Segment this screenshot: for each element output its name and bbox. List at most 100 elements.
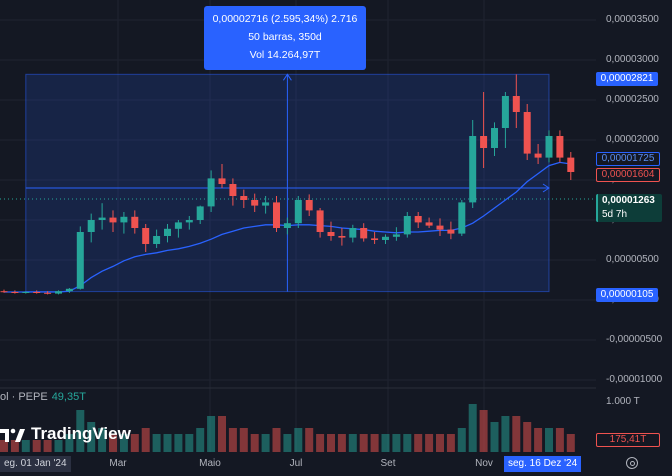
candle-body (349, 228, 357, 238)
volume-bar (87, 422, 96, 452)
tradingview-logo-text: TradingView (31, 424, 131, 443)
candle-body (164, 228, 171, 236)
candle-body (294, 200, 302, 224)
candle-body (403, 216, 411, 235)
volume-bar (152, 434, 161, 452)
volume-bar (43, 440, 52, 452)
candle-body (316, 210, 324, 232)
candle-body (523, 112, 531, 154)
candle-body (98, 217, 106, 220)
settings-icon[interactable] (626, 457, 638, 469)
volume-bar (228, 428, 237, 452)
candle-body (501, 96, 509, 128)
volume-bar (10, 440, 19, 452)
measure-arrow-up (282, 73, 292, 81)
volume-bar (0, 440, 8, 452)
volume-bar (468, 404, 477, 452)
volume-bar (479, 410, 488, 452)
candlestick-series (0, 74, 575, 295)
ma-price-tag: 0,00001725 (596, 152, 660, 166)
volume-bar (370, 434, 379, 452)
tradingview-logo-icon (0, 425, 26, 443)
volume-bar (163, 434, 172, 452)
candle-body (251, 200, 259, 206)
candle-body (458, 202, 466, 234)
candle-body (196, 206, 204, 220)
measure-arrow-right (542, 183, 550, 193)
candle-body (131, 216, 139, 228)
low-price-tag: 0,00000105 (596, 288, 658, 302)
candle-body (120, 216, 128, 223)
volume-bar (534, 428, 543, 452)
time-axis-tick: Mar (109, 458, 127, 469)
time-axis-tick: Jul (289, 458, 303, 469)
candle-body (491, 128, 498, 148)
price-axis-tick: 0,00000500 (606, 254, 659, 265)
time-axis-start-label: eg. 01 Jan '24 (0, 456, 71, 472)
tooltip-bars: 50 barras, 350d (248, 31, 322, 43)
volume-axis-tick: 1.000 T (606, 396, 640, 407)
candle-body (153, 236, 161, 244)
volume-bar (566, 434, 575, 452)
candle-body (447, 229, 455, 234)
measure-lines (25, 73, 550, 292)
time-axis-cursor-label: seg. 16 Dez '24 (504, 456, 582, 472)
candle-body (283, 223, 291, 228)
price-axis-tick: 0,00002000 (606, 134, 659, 145)
volume-bar (555, 428, 564, 452)
time-axis-tick: Set (380, 458, 396, 469)
high-price-tag: 0,00002821 (596, 72, 658, 86)
price-axis-tick: -0,00001000 (606, 374, 663, 385)
candle-body (44, 292, 52, 294)
price-axis-tick: -0,00000500 (606, 334, 663, 345)
volume-bar (392, 434, 401, 452)
candle-body (436, 225, 444, 230)
candle-body (55, 291, 62, 294)
candle-body (22, 292, 30, 293)
candle-body (305, 200, 313, 211)
candle-body (65, 288, 73, 292)
candle-body (534, 153, 542, 158)
candle-body (109, 217, 117, 223)
volume-legend-label: ol · PEPE (0, 391, 48, 403)
tooltip-volume: Vol 14.264,97T (249, 49, 321, 61)
volume-bar (218, 416, 226, 452)
volume-bar (21, 440, 30, 452)
volume-bar (490, 422, 499, 452)
price-axis-tick: 0,00002500 (606, 94, 659, 105)
candle-body (414, 216, 422, 223)
candle-body (76, 232, 84, 289)
candle-body (480, 136, 488, 148)
volume-bar (348, 434, 357, 452)
volume-tag: 175,41T (596, 433, 660, 447)
volume-bar (54, 440, 63, 452)
candle-body (207, 178, 215, 207)
volume-bar (381, 434, 390, 452)
volume-bar (196, 428, 205, 452)
current-price-tag: 0,00001263 5d 7h (596, 194, 662, 222)
volume-legend[interactable]: ol · PEPE 49,35T (0, 391, 86, 403)
candle-body (327, 232, 335, 236)
volume-bar (261, 434, 270, 452)
close-price-tag: 0,00001604 (596, 168, 660, 182)
candle-body (229, 184, 237, 196)
volume-bar (119, 434, 128, 452)
candle-body (0, 291, 8, 293)
candle-body (262, 202, 270, 206)
volume-legend-value: 49,35T (51, 391, 86, 403)
tradingview-logo[interactable]: TradingView (0, 423, 131, 445)
candle-body (240, 196, 248, 200)
volume-bar (272, 428, 281, 452)
candle-body (273, 202, 280, 228)
candle-body (360, 228, 368, 239)
volume-bar (414, 434, 423, 452)
volume-bar (337, 434, 346, 452)
volume-bar (76, 410, 85, 452)
volume-bar (130, 434, 139, 452)
volume-bar (436, 434, 444, 452)
candle-body (338, 236, 346, 238)
candle-body (382, 236, 389, 240)
volume-bar (403, 434, 412, 452)
volume-bar (545, 428, 553, 452)
